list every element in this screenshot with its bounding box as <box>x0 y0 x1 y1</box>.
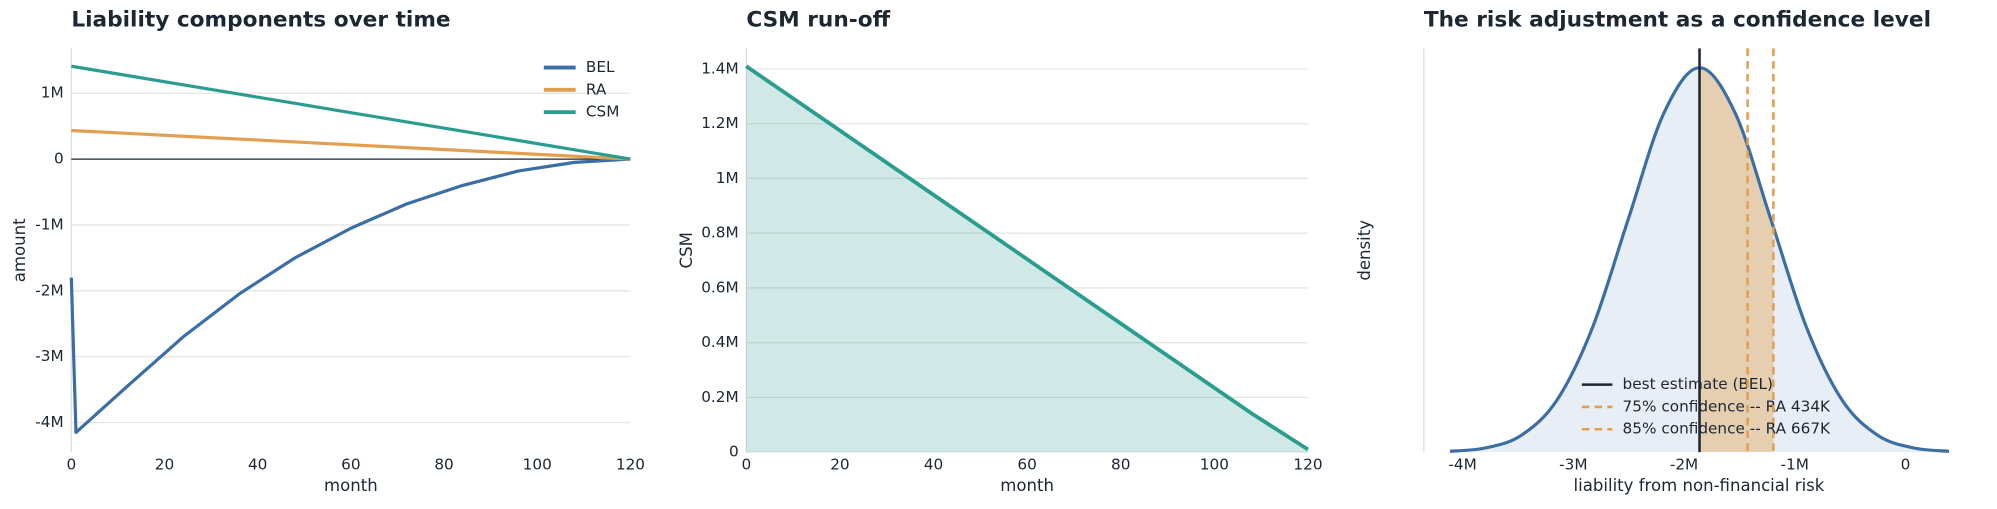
x-tick-label: 0 <box>741 455 751 473</box>
x-axis-label: month <box>1000 476 1054 495</box>
chart-title: The risk adjustment as a confidence leve… <box>1424 7 1931 32</box>
y-axis-label: amount <box>10 218 29 282</box>
y-tick-label: 1.4M <box>701 59 738 77</box>
x-tick-label: 20 <box>830 455 849 473</box>
y-tick-label: -2M <box>35 281 63 299</box>
x-tick-label: -4M <box>1448 455 1476 473</box>
y-tick-label: 0.8M <box>701 224 738 242</box>
x-tick-label: 80 <box>1111 455 1130 473</box>
y-tick-label: -1M <box>35 215 63 233</box>
x-tick-label: 0 <box>66 455 76 473</box>
ra-shade <box>1699 67 1774 453</box>
y-tick-label: 1M <box>41 84 64 102</box>
legend-label: CSM <box>586 103 620 121</box>
series-line <box>69 157 631 434</box>
y-tick-label: 0.4M <box>701 333 738 351</box>
legend-label: 85% confidence -- RA 667K <box>1623 420 1831 438</box>
x-tick-label: 120 <box>1293 455 1322 473</box>
y-tick-label: 0 <box>729 443 739 461</box>
x-tick-label: 0 <box>1901 455 1911 473</box>
chart-title: CSM run-off <box>746 7 890 32</box>
x-tick-label: -2M <box>1670 455 1698 473</box>
x-tick-label: -1M <box>1781 455 1809 473</box>
x-tick-label: 100 <box>523 455 552 473</box>
y-tick-label: 0.2M <box>701 388 738 406</box>
x-axis-label: month <box>324 476 378 495</box>
x-tick-label: 120 <box>616 455 645 473</box>
y-tick-label: 1.2M <box>701 114 738 132</box>
x-axis-label: liability from non-financial risk <box>1574 476 1825 495</box>
legend-label: BEL <box>586 58 615 76</box>
y-tick-label: -3M <box>35 347 63 365</box>
x-tick-label: 20 <box>155 455 174 473</box>
legend-label: RA <box>586 80 607 98</box>
y-axis-label: CSM <box>677 232 696 268</box>
x-tick-label: 40 <box>924 455 943 473</box>
x-tick-label: 100 <box>1200 455 1229 473</box>
x-tick-label: 60 <box>1017 455 1036 473</box>
y-axis-label: density <box>1355 220 1374 281</box>
x-tick-label: 60 <box>341 455 360 473</box>
chart-title: Liability components over time <box>71 7 450 32</box>
y-tick-label: 0 <box>54 150 64 168</box>
legend-label: 75% confidence -- RA 434K <box>1623 397 1831 415</box>
area-line <box>745 64 1310 452</box>
x-tick-label: 40 <box>248 455 267 473</box>
x-tick-label: -3M <box>1559 455 1587 473</box>
series-line <box>71 64 631 161</box>
series-line <box>71 128 631 161</box>
y-tick-label: -4M <box>35 413 63 431</box>
y-tick-label: 1M <box>716 169 739 187</box>
x-tick-label: 80 <box>434 455 453 473</box>
y-tick-label: 0.6M <box>701 278 738 296</box>
legend-label: best estimate (BEL) <box>1623 375 1773 393</box>
